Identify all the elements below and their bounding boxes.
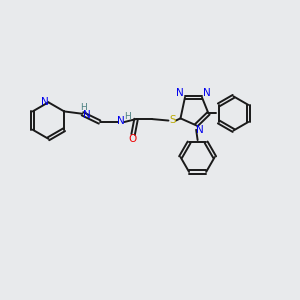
Text: O: O [128, 134, 137, 144]
Text: N: N [83, 110, 91, 120]
Text: N: N [41, 97, 49, 107]
Text: S: S [169, 115, 176, 125]
Text: N: N [176, 88, 184, 98]
Text: N: N [118, 116, 125, 126]
Text: H: H [124, 112, 130, 121]
Text: N: N [196, 125, 204, 135]
Text: N: N [203, 88, 211, 98]
Text: H: H [80, 103, 86, 112]
